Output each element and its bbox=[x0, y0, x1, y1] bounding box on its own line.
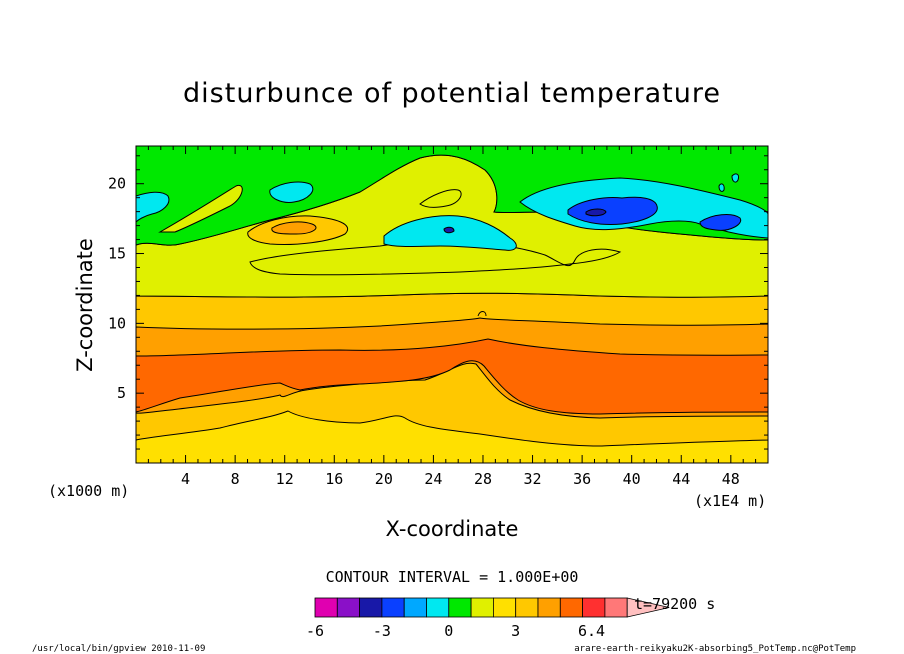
y-unit-label: (x1000 m) bbox=[48, 482, 129, 500]
colorbar-segment bbox=[381, 597, 405, 618]
colorbar-tick-label: 6.4 bbox=[578, 622, 605, 640]
colorbar-segment bbox=[537, 597, 561, 618]
x-tick-label: 48 bbox=[722, 470, 740, 488]
plot-frame bbox=[135, 145, 769, 464]
cyan-speck bbox=[718, 183, 725, 192]
colorbar-tick-label: 3 bbox=[511, 622, 520, 640]
colorbar-segment bbox=[515, 597, 539, 618]
y-axis: 5 10 15 20 bbox=[108, 155, 768, 450]
band-1-2 bbox=[419, 189, 462, 208]
x-tick-label: 24 bbox=[424, 470, 442, 488]
cyan-blob bbox=[269, 181, 314, 203]
band-1-2 bbox=[158, 184, 243, 233]
colorbar-segment bbox=[470, 597, 494, 618]
x-tick-label: 16 bbox=[325, 470, 343, 488]
colorbar-ticks: -6 -3 0 3 6.4 bbox=[306, 622, 605, 640]
x-tick-label: 8 bbox=[231, 470, 240, 488]
colorbar bbox=[314, 597, 670, 618]
x-tick-label: 32 bbox=[524, 470, 542, 488]
x-tick-label: 20 bbox=[375, 470, 393, 488]
colorbar-segment bbox=[403, 597, 427, 618]
colorbar-segment bbox=[448, 597, 472, 618]
plot-area bbox=[136, 146, 768, 463]
colorbar-tick-label: -6 bbox=[306, 622, 324, 640]
colorbar-tick-label: -3 bbox=[373, 622, 391, 640]
y-axis-label: Z-coordinate bbox=[73, 238, 97, 372]
colorbar-arrow bbox=[626, 597, 670, 618]
y-tick-label: 15 bbox=[108, 245, 126, 263]
cyan-speck bbox=[731, 173, 739, 183]
chart-title: disturbunce of potential temperature bbox=[183, 78, 721, 109]
contour-notch bbox=[477, 311, 487, 317]
colorbar-segment bbox=[559, 597, 583, 618]
x-tick-label: 28 bbox=[474, 470, 492, 488]
colorbar-segment bbox=[336, 597, 360, 618]
x-tick-label: 12 bbox=[276, 470, 294, 488]
x-tick-label: 44 bbox=[672, 470, 690, 488]
x-tick-label: 36 bbox=[573, 470, 591, 488]
blue-anomaly bbox=[699, 214, 742, 231]
dark-blue-anomaly bbox=[585, 208, 607, 217]
band-5-6 bbox=[136, 338, 768, 415]
x-unit-label: (x1E4 m) bbox=[694, 492, 766, 510]
contour-interval: CONTOUR INTERVAL = 1.000E+00 bbox=[326, 568, 579, 586]
blue-spot bbox=[443, 226, 455, 234]
x-tick-label: 4 bbox=[181, 470, 190, 488]
y-tick-label: 10 bbox=[108, 314, 126, 332]
band-3-4 bbox=[271, 221, 317, 235]
colorbar-segment bbox=[492, 597, 517, 618]
colorbar-segment bbox=[426, 597, 450, 618]
time-label: t=79200 s bbox=[634, 595, 715, 613]
colorbar-segment bbox=[582, 597, 606, 618]
colorbar-segment bbox=[314, 597, 338, 618]
y-tick-label: 20 bbox=[108, 175, 126, 193]
colorbar-segment bbox=[359, 597, 383, 618]
colorbar-tick-label: 0 bbox=[444, 622, 453, 640]
colorbar-segment bbox=[604, 597, 628, 618]
x-axis: 4 8 12 16 20 24 28 32 36 40 44 48 bbox=[147, 146, 757, 488]
x-axis-label: X-coordinate bbox=[386, 517, 519, 541]
x-tick-label: 40 bbox=[623, 470, 641, 488]
footer-right: arare-earth-reikyaku2K-absorbing5_PotTem… bbox=[574, 644, 856, 654]
y-tick-label: 5 bbox=[117, 384, 126, 402]
blue-anomaly bbox=[567, 196, 658, 225]
footer-left: /usr/local/bin/gpview 2010-11-09 bbox=[32, 644, 205, 654]
cyan-left-edge bbox=[136, 191, 170, 223]
